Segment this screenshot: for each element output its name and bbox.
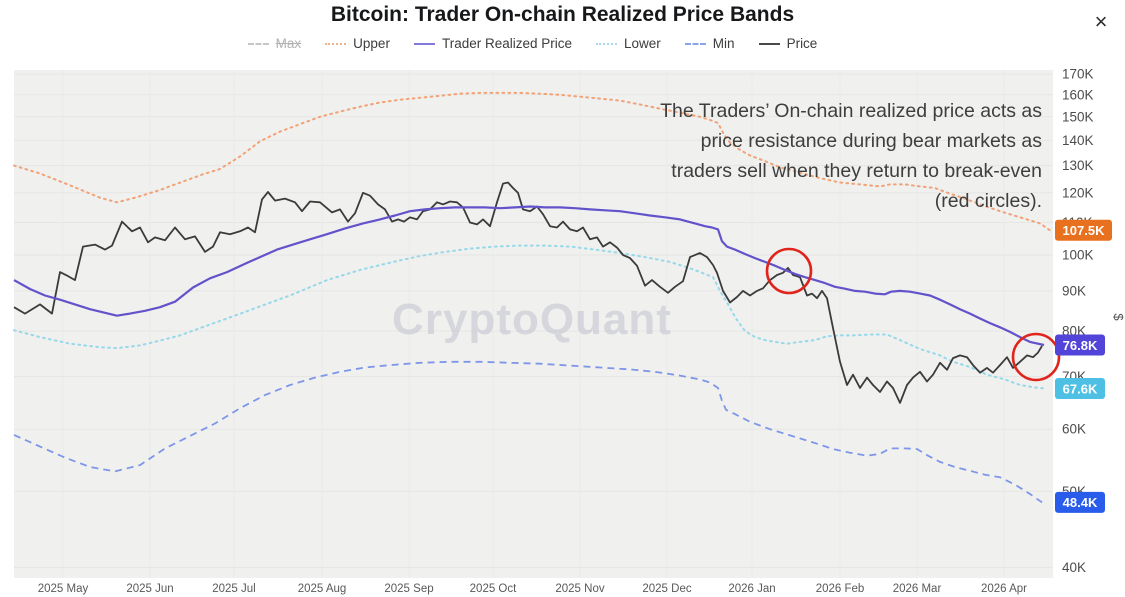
highlight-circle [765,247,813,295]
x-axis-tick-label: 2026 Feb [816,583,865,595]
y-axis-tick-label: 60K [1062,422,1086,437]
legend-item-max[interactable]: Max [247,36,302,51]
y-axis-tick-label: 140K [1062,133,1094,148]
legend-marker-dotted [596,42,618,45]
y-axis-tick-label: 120K [1062,185,1094,200]
x-axis-tick-label: 2026 Mar [893,583,942,595]
x-axis-tick-label: 2025 May [38,583,89,595]
legend-item-price[interactable]: Price [758,36,818,51]
annotation-line: price resistance during bear markets as [700,130,1042,152]
series-min-line [13,360,1043,504]
y-axis-tick-label: 90K [1062,283,1086,298]
y-axis-tick-label: 40K [1062,560,1086,575]
close-icon[interactable]: × [1087,8,1115,36]
y-axis-tick-label: 150K [1062,109,1094,124]
highlight-circle [1011,332,1061,382]
legend-marker-dashed [247,42,269,45]
axis-badge-label: 107.5K [1063,223,1106,238]
annotation-line: traders sell when they return to break-e… [671,160,1042,182]
x-axis-tick-label: 2026 Apr [981,583,1027,595]
x-axis-tick-label: 2026 Jan [728,583,775,595]
annotation-text: The Traders’ On-chain realized price act… [660,96,1042,216]
legend-item-trader-realized-price[interactable]: Trader Realized Price [413,36,573,51]
legend-label: Max [275,36,302,51]
x-axis-tick-label: 2025 Jun [126,583,173,595]
series-price-line [13,181,1043,404]
axis-badge-67-6k [1055,378,1105,399]
axis-badge-107-5k [1055,219,1112,241]
x-axis-tick-label: 2025 Dec [642,583,691,595]
axis-badge-label: 76.8K [1063,338,1098,353]
y-axis-tick-label: 100K [1062,248,1094,263]
legend-label: Lower [624,36,661,51]
y-axis-tick-label: 130K [1062,158,1094,173]
series-upper-line [13,91,1051,232]
y-axis-unit-label: $ [1111,313,1125,321]
plot-background [14,70,1053,578]
x-axis-tick-label: 2025 Jul [212,583,255,595]
legend-item-upper[interactable]: Upper [325,36,390,51]
legend-marker-solid [413,42,435,45]
annotation-line: The Traders’ On-chain realized price act… [660,100,1042,122]
x-axis-tick-label: 2025 Sep [384,583,433,595]
x-axis-tick-label: 2025 Nov [555,583,604,595]
legend-label: Min [712,36,735,51]
y-axis-tick-label: 170K [1062,67,1094,82]
watermark: CryptoQuant [392,295,672,344]
x-axis-tick-label: 2025 Oct [470,583,517,595]
y-axis-tick-label: 160K [1062,87,1094,102]
legend-label: Price [786,36,818,51]
x-axis-tick-label: 2025 Aug [298,583,347,595]
legend-item-min[interactable]: Min [684,36,735,51]
axis-badge-76-8k [1055,334,1105,356]
axis-badge-label: 48.4K [1063,495,1098,510]
legend-marker-solid [758,42,780,45]
legend-label: Upper [353,36,390,51]
axis-badge-48-4k [1055,491,1105,513]
series-trader-realized-price-line [13,205,1045,347]
legend-marker-dotted [325,42,347,45]
legend-marker-dashed [684,42,706,45]
axis-badge-label: 67.6K [1063,381,1098,396]
page-title: Bitcoin: Trader On-chain Realized Price … [330,3,795,26]
legend-label: Trader Realized Price [441,36,573,51]
annotation-line: (red circles). [934,190,1042,212]
legend: Max Upper Trader Realized Price Lower Min Pri… [0,36,1065,51]
legend-item-lower[interactable]: Lower [596,36,661,51]
